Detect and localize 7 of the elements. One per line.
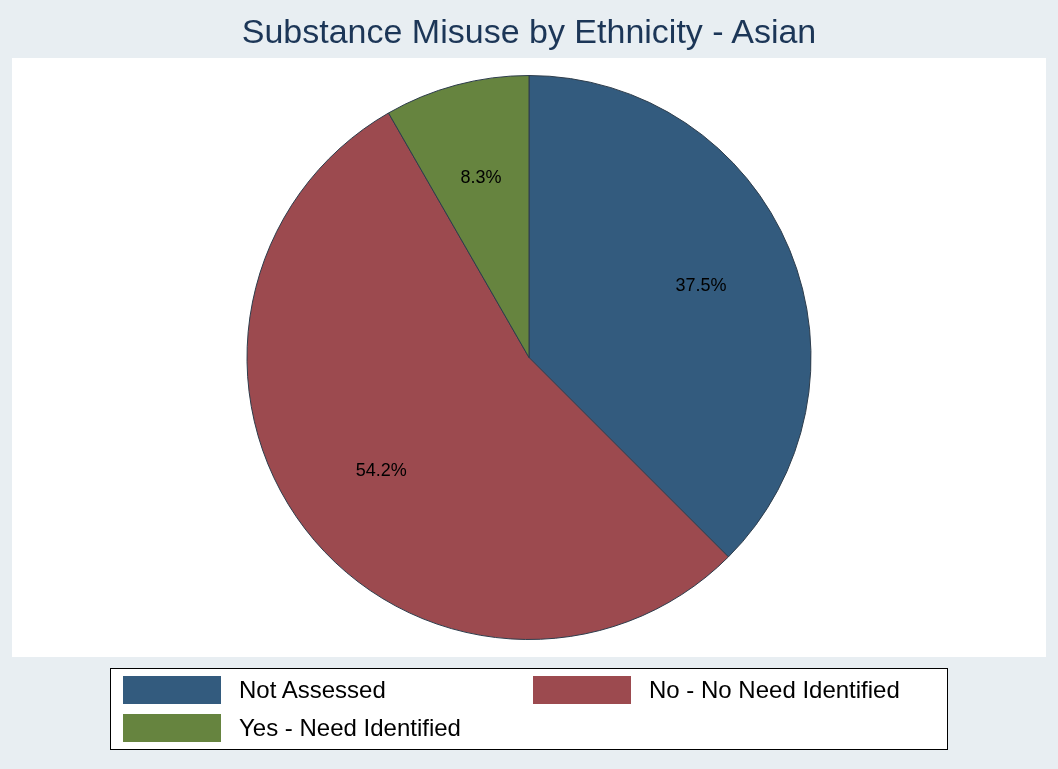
legend-label: No - No Need Identified <box>649 676 900 704</box>
data-label: 8.3% <box>460 166 502 187</box>
chart-title: Substance Misuse by Ethnicity - Asian <box>240 12 818 51</box>
legend-label: Yes - Need Identified <box>239 714 461 742</box>
legend-label: Not Assessed <box>239 676 386 704</box>
data-label: 54.2% <box>355 459 407 480</box>
data-label: 37.5% <box>675 275 727 296</box>
